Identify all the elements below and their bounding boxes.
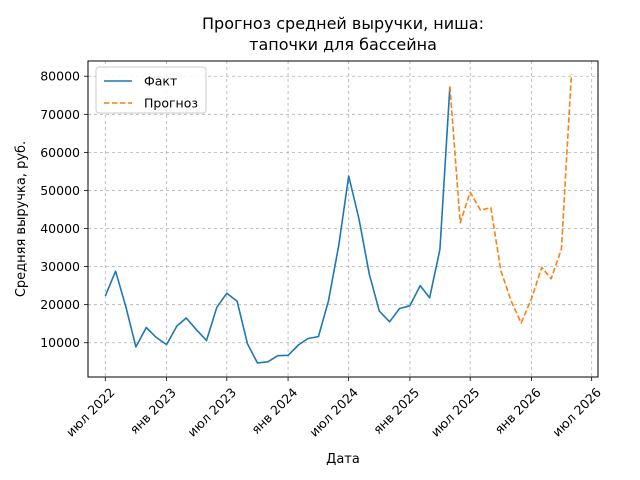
x-tick-label: янв 2023 (127, 385, 179, 437)
y-tick-label: 60000 (40, 145, 80, 160)
x-tick-label: янв 2024 (248, 385, 300, 437)
x-tick-label: июл 2026 (549, 385, 604, 440)
chart-title-line-1: Прогноз средней выручки, ниша: (202, 14, 484, 33)
x-tick-label: июл 2024 (306, 385, 361, 440)
legend-label-1: Прогноз (144, 96, 198, 111)
legend-label-0: Факт (144, 74, 177, 89)
x-tick-label: янв 2025 (370, 385, 422, 437)
x-tick-label: июл 2022 (63, 385, 118, 440)
series-lines (104, 74, 573, 364)
legend: Факт Прогноз (95, 66, 207, 114)
x-axis-label: Дата (326, 452, 360, 467)
series-line-1 (449, 74, 573, 324)
grid (88, 61, 598, 377)
x-tick-label: июл 2023 (184, 385, 239, 440)
y-tick-label: 70000 (40, 107, 80, 122)
y-tick-label: 50000 (40, 183, 80, 198)
y-axis-label: Средняя выручка, руб. (14, 141, 29, 297)
x-tick-label: янв 2026 (492, 385, 544, 437)
y-tick-label: 20000 (40, 297, 80, 312)
legend-box (95, 66, 207, 114)
series-line-0 (104, 86, 451, 364)
y-tick-label: 80000 (40, 69, 80, 84)
chart-title: Прогноз средней выручки, ниша: тапочки д… (202, 14, 484, 54)
y-axis-ticks: 10000 20000 30000 40000 50000 60000 70000 80000 (40, 69, 88, 350)
x-tick-label: июл 2025 (428, 385, 483, 440)
x-axis-ticks: июл 2022 янв 2023 июл 2023 янв 2024 июл 2024… (63, 377, 604, 439)
y-tick-label: 30000 (40, 259, 80, 274)
plot-frame (87, 60, 599, 378)
y-tick-label: 40000 (40, 221, 80, 236)
y-tick-label: 10000 (40, 335, 80, 350)
chart-title-line-2: тапочки для бассейна (249, 35, 437, 54)
